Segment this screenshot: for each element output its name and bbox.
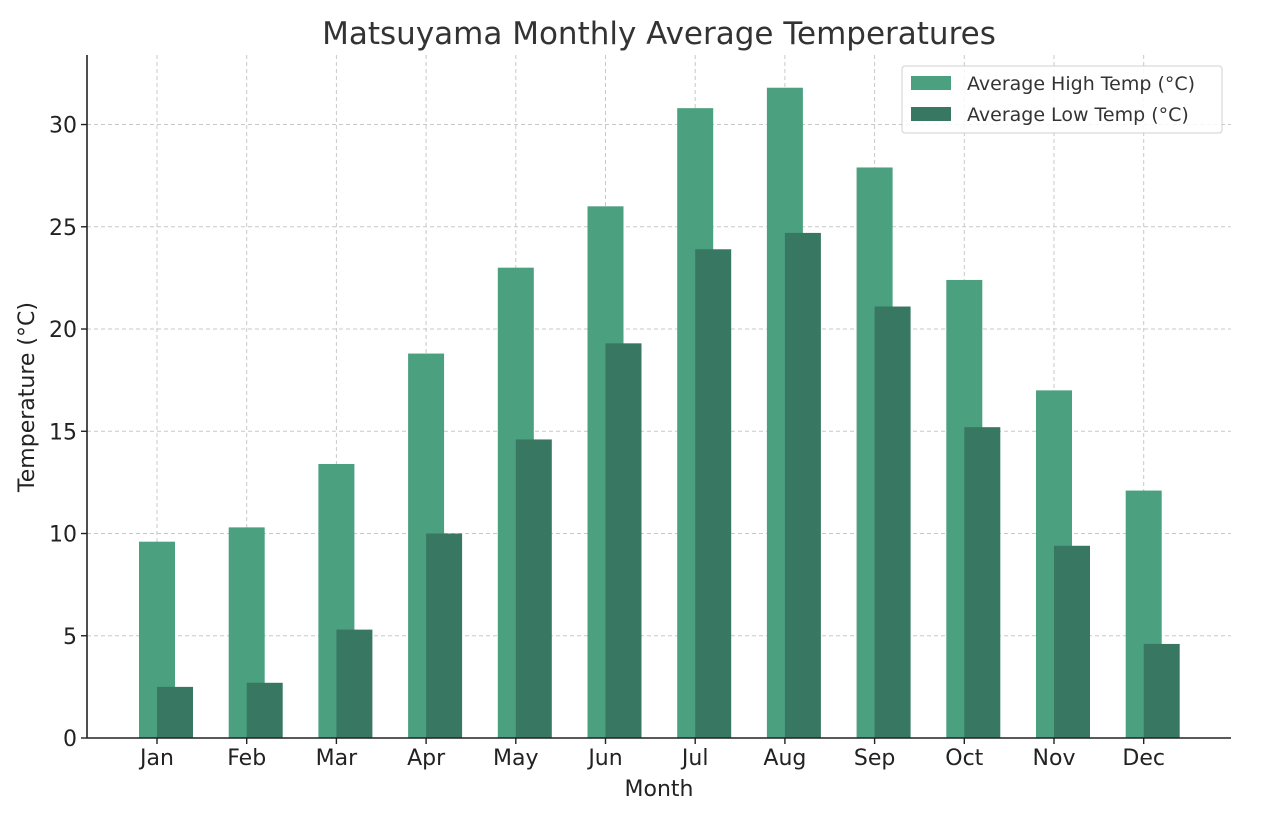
bar-low-aug	[784, 232, 821, 739]
x-tick-label: Oct	[945, 746, 983, 771]
bar-low-jul	[695, 249, 732, 738]
x-axis-ticks: Jan Feb Mar Apr May Jun Jul Aug Sep Oct Nov Dec	[138, 738, 1165, 771]
y-tick-label: 15	[49, 420, 77, 445]
x-tick-label: Nov	[1033, 746, 1076, 771]
y-tick-label: 30	[49, 114, 77, 139]
y-tick-label: 10	[49, 523, 77, 548]
x-axis-label: Month	[625, 777, 694, 802]
y-tick-label: 5	[63, 625, 77, 650]
y-tick-label: 20	[49, 318, 77, 343]
x-tick-label: Sep	[854, 746, 895, 771]
bar-low-oct	[964, 427, 1001, 738]
legend-box	[901, 65, 1223, 134]
x-tick-label: Jan	[138, 746, 174, 771]
bar-low-dec	[1143, 643, 1180, 738]
x-tick-label: Aug	[763, 746, 806, 771]
x-tick-label: Dec	[1122, 746, 1165, 771]
bar-low-sep	[874, 306, 911, 738]
legend-swatch-low	[911, 107, 951, 121]
bar-low-jun	[605, 343, 642, 738]
chart-title: Matsuyama Monthly Average Temperatures	[322, 16, 996, 52]
bar-low-apr	[426, 533, 463, 738]
x-tick-label: Apr	[407, 746, 446, 771]
legend-label-high: Average High Temp (°C)	[967, 73, 1195, 95]
y-tick-label: 0	[63, 727, 77, 752]
bar-low-mar	[336, 629, 373, 738]
x-tick-label: May	[493, 746, 538, 771]
y-tick-label: 25	[49, 216, 77, 241]
legend-swatch-high	[911, 76, 951, 90]
bar-low-feb	[246, 682, 283, 738]
x-tick-label: Mar	[316, 746, 358, 771]
legend: Average High Temp (°C) Average Low Temp …	[901, 65, 1223, 134]
y-axis-ticks: 0 5 10 15 20 25 30	[49, 114, 87, 752]
bars	[139, 87, 1180, 739]
bar-low-nov	[1054, 545, 1090, 738]
bar-low-jan	[157, 686, 193, 738]
legend-label-low: Average Low Temp (°C)	[967, 104, 1189, 126]
x-tick-label: Jul	[680, 746, 709, 771]
x-tick-label: Jun	[586, 746, 622, 771]
x-tick-label: Feb	[227, 746, 266, 771]
y-axis-label: Temperature (°C)	[15, 302, 40, 493]
bar-low-may	[515, 439, 552, 738]
